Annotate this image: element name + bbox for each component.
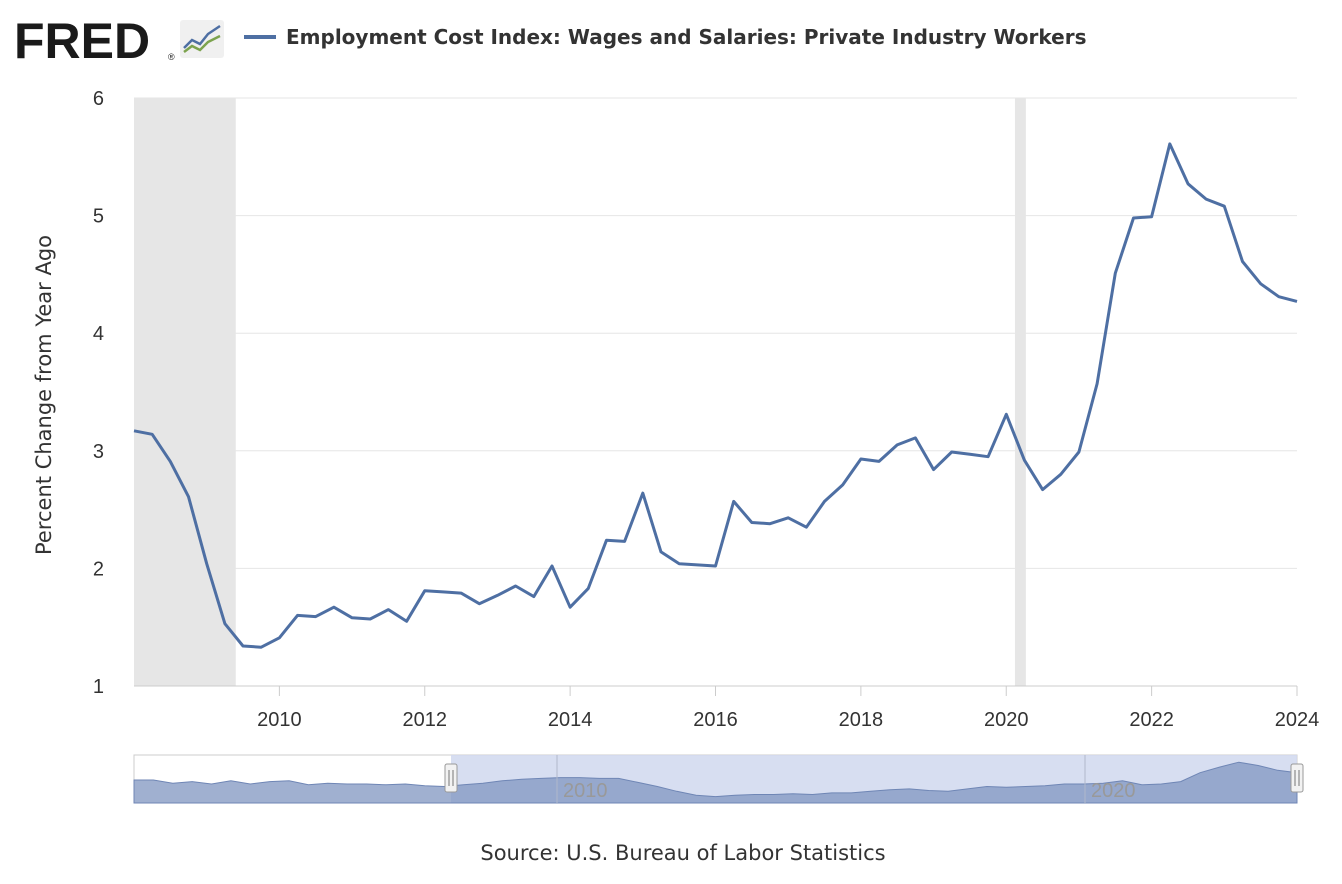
x-tick-label: 2020 (984, 709, 1029, 731)
legend-label: Employment Cost Index: Wages and Salarie… (286, 25, 1087, 49)
y-tick-label: 6 (93, 88, 104, 110)
registered-mark: ® (168, 52, 175, 62)
y-tick-label: 2 (93, 558, 104, 580)
fred-logo[interactable]: FRED ® (14, 13, 224, 69)
navigator-left-handle[interactable] (444, 763, 458, 793)
recession-band (1014, 98, 1026, 686)
x-tick-label: 2014 (548, 709, 593, 731)
x-tick-label: 2018 (839, 709, 884, 731)
x-tick-label: 2016 (693, 709, 738, 731)
series-points (134, 144, 1297, 647)
navigator-tick-label: 2020 (1091, 780, 1136, 802)
recession-band (134, 98, 236, 686)
x-tick-label: 2012 (403, 709, 448, 731)
y-axis-ticks: 1 2 3 4 5 6 (93, 88, 104, 698)
range-navigator[interactable]: 2010 2020 (133, 754, 1304, 804)
y-tick-label: 1 (93, 676, 104, 698)
fred-logo-text: FRED (14, 13, 150, 69)
y-tick-label: 4 (93, 323, 104, 345)
y-tick-label: 3 (93, 441, 104, 463)
chart-growth-icon (180, 20, 224, 58)
x-tick-label: 2022 (1129, 709, 1174, 731)
source-note: Source: U.S. Bureau of Labor Statistics (480, 841, 885, 865)
navigator-right-handle[interactable] (1290, 763, 1304, 793)
navigator-series-area (133, 761, 1298, 804)
y-tick-label: 5 (93, 206, 104, 228)
y-axis-label: Percent Change from Year Ago (32, 235, 56, 555)
x-tick-label: 2010 (257, 709, 302, 731)
navigator-tick-label: 2010 (563, 780, 608, 802)
x-tick-label: 2024 (1275, 709, 1320, 731)
grid-lines (134, 97, 1297, 569)
legend[interactable]: Employment Cost Index: Wages and Salarie… (244, 25, 1087, 49)
navigator-ticks: 2010 2020 (556, 755, 1136, 803)
series-line[interactable] (133, 142, 1298, 649)
x-axis-ticks: 2010 2012 2014 2016 2018 2020 2022 2024 (257, 686, 1319, 731)
recession-shading (134, 98, 1026, 686)
